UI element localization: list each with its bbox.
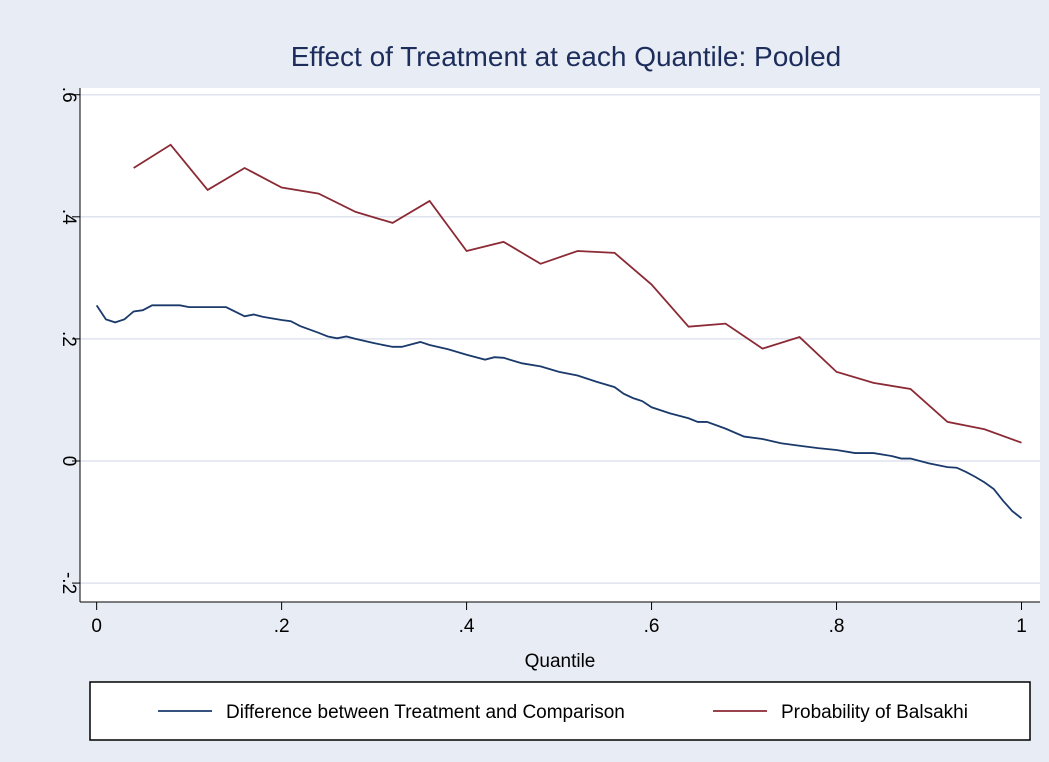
legend-label: Difference between Treatment and Compari… xyxy=(226,702,625,723)
y-tick-label: 0 xyxy=(58,456,79,467)
x-tick-label: .6 xyxy=(644,616,660,637)
x-tick-label: .4 xyxy=(459,616,475,637)
x-tick-label: .8 xyxy=(829,616,845,637)
y-tick-label: .2 xyxy=(58,331,79,347)
y-tick-label: .4 xyxy=(58,209,79,225)
y-tick-label: -.2 xyxy=(58,572,79,594)
y-tick-label: .6 xyxy=(58,87,79,103)
x-axis-title: Quantile xyxy=(525,651,596,672)
x-tick-label: 0 xyxy=(91,616,102,637)
data-line xyxy=(95,304,1023,520)
plot-area xyxy=(80,88,1040,602)
x-tick-label: 1 xyxy=(1016,616,1027,637)
legend-box xyxy=(89,681,1031,741)
legend-label: Probability of Balsakhi xyxy=(781,702,968,723)
data-line xyxy=(133,143,1022,444)
legend: Difference between Treatment and Compari… xyxy=(158,702,968,723)
chart-title: Effect of Treatment at each Quantile: Po… xyxy=(291,41,841,72)
x-tick-label: .2 xyxy=(274,616,290,637)
